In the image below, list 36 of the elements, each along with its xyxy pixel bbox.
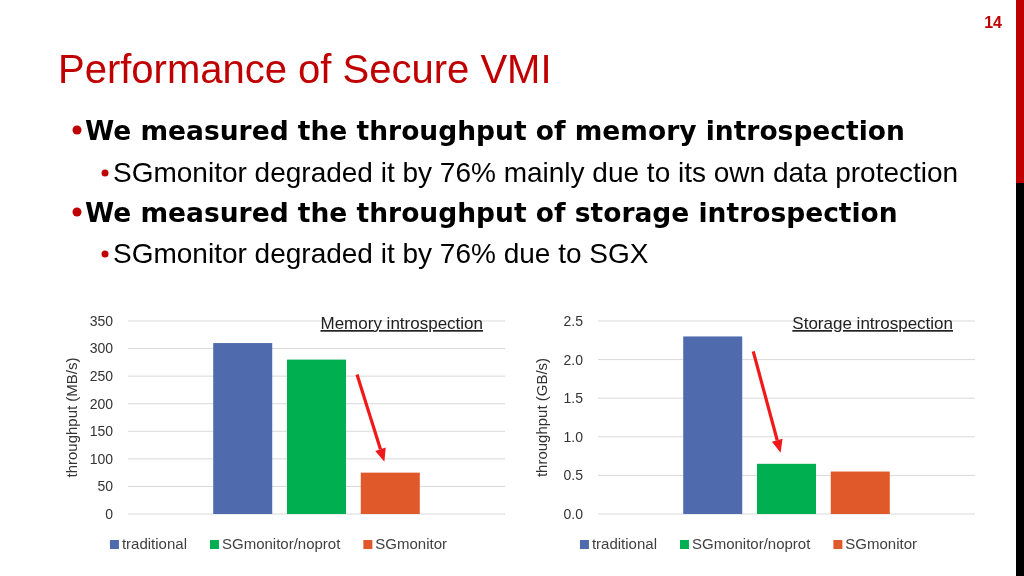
text: We measured the throughput of storage introspection — [85, 197, 898, 228]
y-tick-label: 0.5 — [563, 467, 584, 484]
chart-title: Storage introspection — [792, 314, 953, 333]
bar — [213, 343, 273, 514]
y-tick-label: 1.0 — [563, 428, 584, 445]
chart-title: Memory introspection — [320, 314, 483, 333]
y-tick-label: 100 — [89, 450, 114, 467]
legend-label: traditional — [121, 535, 187, 552]
legend-label: traditional — [591, 535, 657, 552]
y-tick-label: 2.5 — [563, 312, 584, 329]
text: We measured the throughput of memory introspection — [85, 115, 905, 146]
y-tick-label: 300 — [89, 340, 114, 357]
y-tick-label: 250 — [89, 368, 114, 385]
bar — [360, 472, 420, 514]
legend-label: SGmonitor/noprot — [221, 535, 342, 552]
legend-label: SGmonitor/noprot — [691, 535, 812, 552]
text: SGmonitor degraded it by 76% due to SGX — [113, 238, 649, 269]
y-tick-label: 350 — [89, 312, 114, 329]
y-tick-label: 150 — [89, 423, 114, 440]
legend-label: SGmonitor — [375, 535, 448, 552]
bar — [683, 336, 743, 514]
text: SGmonitor degraded it by 76% mainly due to its own data protection — [113, 157, 959, 188]
bar — [756, 463, 817, 514]
text: 14 — [984, 14, 1003, 31]
legend-label: SGmonitor — [845, 535, 918, 552]
bar — [286, 359, 347, 514]
y-tick-label: 0 — [105, 505, 114, 522]
text: Performance of Secure VMI — [58, 47, 552, 91]
y-tick-label: 50 — [97, 478, 114, 495]
y-axis-title: throughput (MB/s) — [63, 357, 80, 478]
y-tick-label: 200 — [89, 395, 114, 412]
y-tick-label: 2.0 — [563, 351, 584, 368]
y-axis-title: throughput (GB/s) — [533, 357, 550, 478]
y-tick-label: 0.0 — [563, 505, 584, 522]
y-tick-label: 1.5 — [563, 390, 584, 407]
bar — [830, 471, 890, 514]
